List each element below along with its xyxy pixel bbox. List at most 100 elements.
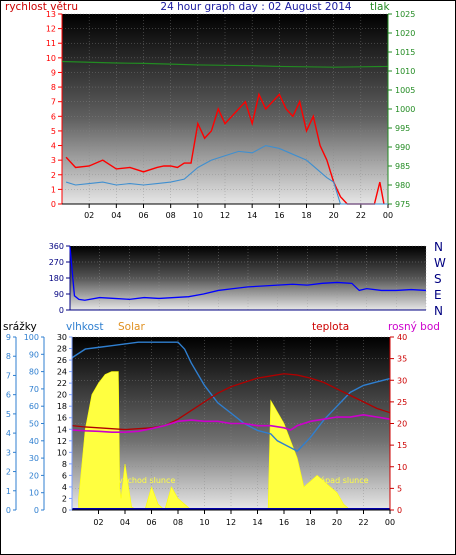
left-axis-tick-label: 3	[51, 156, 56, 165]
dewpoint-line	[71, 414, 391, 433]
temperature-axis-tick-label: 20	[397, 420, 407, 429]
solar-axis-tick-label: 18	[57, 402, 67, 411]
right-axis-tick-label: 980	[395, 181, 410, 190]
solar-axis-tick-label: 30	[57, 333, 67, 342]
x-axis-tick-label: 00	[385, 518, 395, 527]
right-axis-tick-label: 990	[395, 143, 410, 152]
solar-axis-tick-label: 6	[62, 471, 67, 480]
humidity-axis-tick-label: 70	[29, 385, 39, 394]
solar-axis-tick-label: 22	[57, 379, 67, 388]
compass-label: N	[434, 304, 443, 318]
right-axis-tick-label: 1000	[395, 105, 415, 114]
temperature-axis-title: teplota	[312, 321, 349, 333]
compass-label: S	[434, 272, 442, 286]
left-axis-tick-label: 7	[51, 98, 56, 107]
x-axis-tick-label: 22	[358, 518, 368, 527]
x-axis-tick-label: 18	[301, 211, 311, 220]
left-axis-tick-label: 9	[51, 68, 56, 77]
humidity-axis-tick-label: 80	[29, 368, 39, 377]
humidity-temperature-solar-panel: 0123456789010203040506070809010002468101…	[6, 333, 407, 527]
left-axis-tick-label: 1	[51, 185, 56, 194]
humidity-axis-tick-label: 60	[29, 402, 39, 411]
rain-axis-title: srážky	[3, 321, 37, 333]
rain-axis-tick-label: 6	[6, 391, 11, 400]
humidity-axis-tick-label: 90	[29, 350, 39, 359]
sunset-annotation: západ slunce	[316, 476, 369, 485]
rain-axis-tick-label: 1	[6, 487, 11, 496]
x-axis-tick-label: 08	[173, 518, 183, 527]
panel-1-series	[61, 60, 389, 205]
wind-direction-line	[69, 246, 427, 301]
panel-1-x-axis: 02 04 06 08 10 12 14 16 18 20 22 00	[62, 203, 393, 220]
panel-1-right-axis: 975 980 985 990 995 1000 1005 1010 1015 1020 1025	[387, 10, 415, 209]
temperature-axis-tick-label: 25	[397, 398, 407, 407]
solar-axis-tick-label: 28	[57, 345, 67, 354]
compass-label: E	[434, 288, 442, 302]
panel-2-series	[69, 246, 427, 301]
right-axis-title-top: tlak	[370, 1, 390, 13]
rain-axis-tick-label: 4	[6, 429, 11, 438]
left-axis-tick-label: 6	[51, 112, 56, 121]
temperature-axis-tick-label: 40	[397, 333, 407, 342]
panel-3-axes: 0123456789010203040506070809010002468101…	[6, 333, 407, 515]
humidity-axis-title: vlhkost	[66, 321, 104, 333]
x-axis-tick-label: 12	[226, 518, 236, 527]
wind-speed-line	[65, 144, 388, 205]
wind-gust-line	[65, 92, 385, 205]
left-axis-tick-label: 90	[54, 290, 64, 299]
left-axis-tick-label: 0	[59, 306, 64, 315]
right-axis-tick-label: 1005	[395, 86, 415, 95]
right-axis-tick-label: 985	[395, 162, 410, 171]
solar-axis-tick-label: 8	[62, 460, 67, 469]
x-axis-tick-label: 06	[138, 211, 148, 220]
right-axis-tick-label: 1025	[395, 10, 415, 19]
solar-axis-tick-label: 24	[57, 368, 67, 377]
right-axis-tick-label: 1020	[395, 29, 415, 38]
left-axis-tick-label: 360	[49, 242, 64, 251]
humidity-axis-tick-label: 50	[29, 420, 39, 429]
rain-axis-tick-label: 2	[6, 468, 11, 477]
right-axis-tick-label: 1015	[395, 48, 415, 57]
left-axis-tick-label: 13	[46, 10, 56, 19]
x-axis-tick-label: 00	[383, 211, 393, 220]
rain-axis-tick-label: 9	[6, 333, 11, 342]
humidity-axis-tick-label: 10	[29, 489, 39, 498]
x-axis-tick-label: 08	[166, 211, 176, 220]
solar-axis-tick-label: 26	[57, 356, 67, 365]
x-axis-tick-label: 18	[305, 518, 315, 527]
humidity-axis-tick-label: 20	[29, 471, 39, 480]
left-axis-tick-label: 4	[51, 142, 56, 151]
x-axis-tick-label: 10	[193, 211, 203, 220]
x-axis-tick-label: 06	[146, 518, 156, 527]
x-axis-tick-label: 14	[252, 518, 262, 527]
pressure-line	[61, 60, 389, 68]
humidity-axis-tick-label: 0	[34, 506, 39, 515]
panel-2-left-axis: 0 90 180 270 360	[49, 242, 426, 315]
rain-axis-tick-label: 5	[6, 410, 11, 419]
humidity-axis-tick-label: 40	[29, 437, 39, 446]
sunrise-annotation: východ slunce	[118, 476, 175, 485]
x-axis-tick-label: 16	[274, 211, 284, 220]
left-axis-title-top: rychlost větru	[5, 1, 78, 13]
solar-axis-tick-label: 12	[57, 437, 67, 446]
rain-axis-tick-label: 8	[6, 352, 11, 361]
compass-label: N	[434, 240, 443, 254]
right-axis-tick-label: 975	[395, 200, 410, 209]
x-axis-tick-label: 04	[120, 518, 130, 527]
temperature-axis-tick-label: 5	[397, 484, 402, 493]
left-axis-tick-label: 270	[49, 258, 64, 267]
right-axis-tick-label: 1010	[395, 67, 415, 76]
solar-axis-tick-label: 10	[57, 448, 67, 457]
temperature-axis-tick-label: 15	[397, 441, 407, 450]
dewpoint-axis-title: rosný bod	[388, 321, 440, 333]
panel-3-x-axis: 02 04 06 08 10 12 14 16 18 20 22 00	[72, 509, 395, 527]
x-axis-tick-label: 10	[199, 518, 209, 527]
x-axis-tick-label: 02	[93, 518, 103, 527]
x-axis-tick-label: 20	[329, 211, 339, 220]
x-axis-tick-label: 02	[84, 211, 94, 220]
x-axis-tick-label: 12	[220, 211, 230, 220]
humidity-axis-tick-label: 100	[24, 333, 39, 342]
